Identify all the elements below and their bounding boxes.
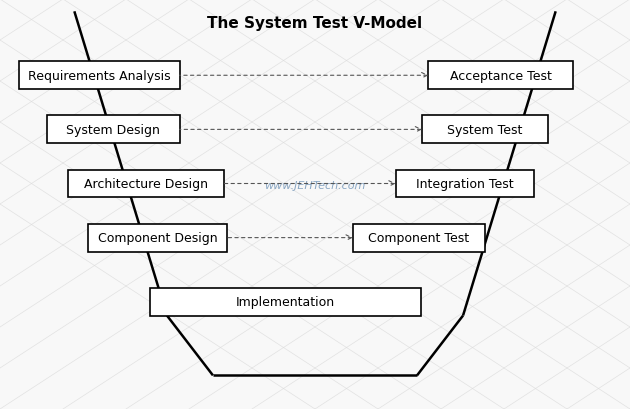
Text: Implementation: Implementation [236, 295, 335, 308]
FancyBboxPatch shape [19, 62, 180, 90]
Text: System Test: System Test [447, 124, 523, 137]
FancyBboxPatch shape [428, 62, 573, 90]
FancyBboxPatch shape [150, 288, 421, 316]
Text: Component Design: Component Design [98, 231, 217, 245]
FancyBboxPatch shape [396, 170, 534, 198]
Text: The System Test V-Model: The System Test V-Model [207, 16, 423, 31]
FancyBboxPatch shape [88, 224, 227, 252]
Text: Architecture Design: Architecture Design [84, 178, 208, 191]
FancyBboxPatch shape [47, 116, 180, 144]
Text: System Design: System Design [66, 124, 161, 137]
Text: www.JEHTech.com: www.JEHTech.com [265, 180, 365, 190]
FancyBboxPatch shape [422, 116, 548, 144]
FancyBboxPatch shape [353, 224, 485, 252]
Text: Component Test: Component Test [369, 231, 469, 245]
Text: Integration Test: Integration Test [416, 178, 513, 191]
Text: Requirements Analysis: Requirements Analysis [28, 70, 171, 83]
Text: Acceptance Test: Acceptance Test [450, 70, 552, 83]
FancyBboxPatch shape [68, 170, 224, 198]
